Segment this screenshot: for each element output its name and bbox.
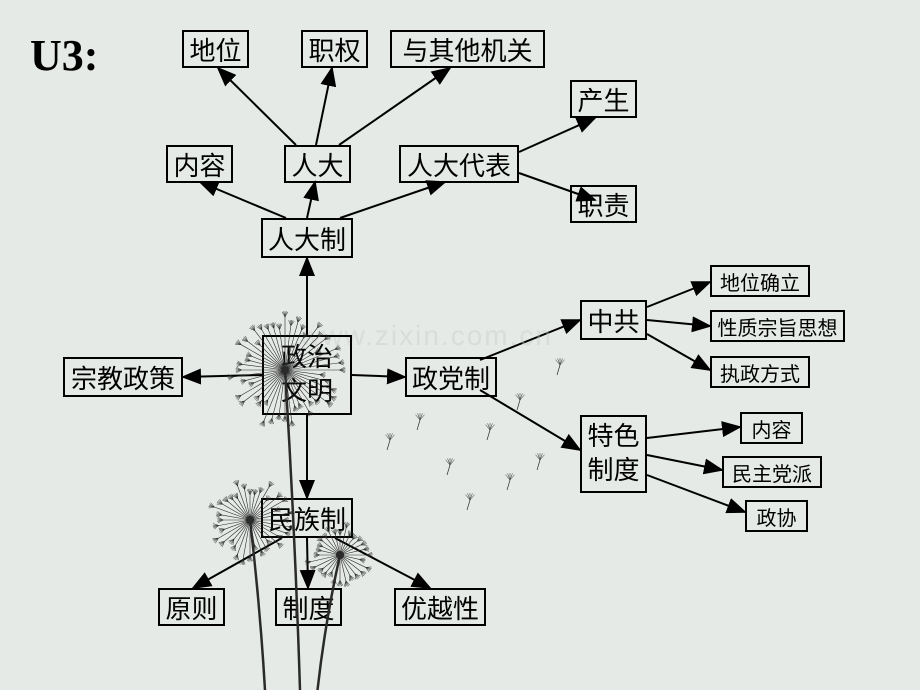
node-minzu: 民族制 — [261, 498, 353, 538]
node-zhonggong: 中共 — [580, 300, 647, 340]
node-zhengxie: 政协 — [745, 500, 808, 532]
node-renda: 人大 — [284, 145, 351, 183]
node-youyue: 优越性 — [394, 588, 486, 626]
node-renda-zhi: 人大制 — [261, 218, 353, 258]
node-zhengdang: 政党制 — [405, 357, 497, 397]
node-yuanze: 原则 — [158, 588, 225, 626]
node-center: 政治文明 — [262, 335, 352, 415]
node-xingzhi: 性质宗旨思想 — [710, 310, 845, 342]
node-zhidu: 制度 — [275, 588, 342, 626]
node-diwei: 地位 — [182, 30, 249, 68]
node-minzhudang: 民主党派 — [722, 456, 822, 488]
node-zongjiao: 宗教政策 — [63, 357, 183, 397]
node-neirong: 内容 — [166, 145, 233, 183]
node-chansheng: 产生 — [570, 80, 637, 118]
node-yuqita: 与其他机关 — [390, 30, 545, 68]
node-tese: 特色制度 — [580, 415, 647, 493]
node-diweiqueli: 地位确立 — [710, 265, 810, 297]
node-renda-daibiao: 人大代表 — [399, 145, 519, 183]
unit-title: U3: — [30, 30, 98, 81]
node-neirong2: 内容 — [740, 412, 803, 444]
node-zhiquan: 职权 — [301, 30, 368, 68]
node-zhize: 职责 — [570, 185, 637, 223]
node-zhizheng: 执政方式 — [710, 356, 810, 388]
